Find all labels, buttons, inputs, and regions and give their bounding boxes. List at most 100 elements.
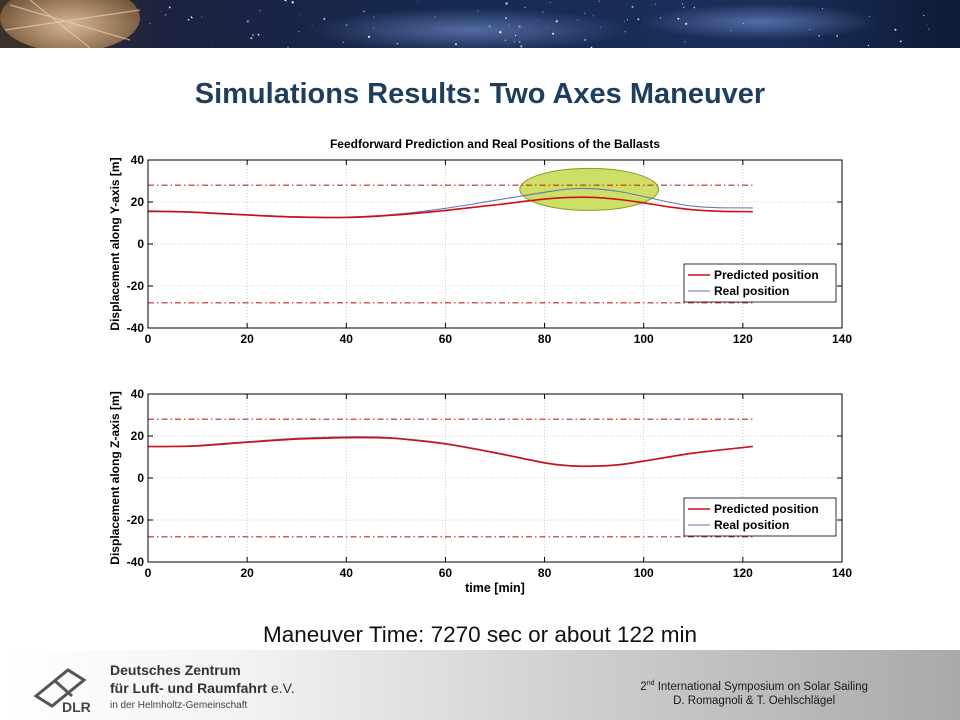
plots-area: 0 20 40 60 80 100 120 140 -40 -20 0 20 40 Feedforward…: [108, 137, 852, 595]
org-affiliation: in der Helmholtz-Gemeinschaft: [110, 700, 248, 711]
star: [660, 17, 662, 19]
star: [518, 41, 521, 43]
y-tick-label: 40: [131, 153, 145, 167]
y-tick-label: -40: [127, 555, 145, 569]
star: [323, 17, 326, 20]
star: [513, 40, 516, 43]
y-tick-label: 0: [137, 237, 144, 251]
star: [536, 19, 538, 21]
x-tick-label: 0: [145, 332, 152, 346]
star: [928, 28, 930, 30]
star: [300, 14, 302, 15]
star: [894, 28, 897, 31]
star: [799, 19, 801, 21]
star: [298, 31, 300, 33]
x-tick-label: 100: [634, 332, 654, 346]
org-name-line2: für Luft- und Raumfahrt e.V.: [110, 680, 295, 696]
star: [818, 34, 820, 37]
star: [549, 1, 551, 4]
y-axis-label: Displacement along Z-axis [m]: [108, 391, 122, 564]
symposium-name: 2nd International Symposium on Solar Sai…: [640, 677, 868, 694]
star: [524, 6, 526, 9]
star: [257, 33, 260, 36]
star: [926, 24, 928, 26]
star: [373, 16, 375, 18]
star: [693, 6, 696, 9]
star: [286, 1, 287, 3]
star: [164, 14, 167, 16]
star: [789, 6, 791, 8]
star: [396, 42, 399, 45]
y-tick-label: -20: [127, 279, 145, 293]
star: [590, 46, 593, 48]
x-tick-label: 60: [439, 332, 453, 346]
star: [168, 6, 171, 9]
star: [488, 25, 491, 28]
star: [868, 15, 871, 18]
legend-box: [683, 263, 837, 303]
x-tick-label: 60: [439, 566, 453, 580]
x-tick-label: 140: [832, 332, 852, 346]
org-name-line1: Deutsches Zentrum: [110, 662, 241, 678]
star: [362, 10, 365, 13]
star: [499, 31, 502, 34]
symposium-title: International Symposium on Solar Sailing: [657, 680, 868, 693]
slide-title: Simulations Results: Two Axes Maneuver: [194, 78, 766, 110]
legend-label: Predicted position: [714, 502, 819, 516]
star: [552, 32, 555, 35]
star: [345, 24, 348, 26]
star: [867, 44, 870, 47]
star: [592, 15, 594, 17]
x-tick-label: 100: [634, 566, 654, 580]
org-name-line2-text: für Luft- und Raumfahrt: [110, 680, 268, 696]
footer: DLR Deutsches Zentrum für Luft- und Raum…: [0, 650, 960, 720]
star: [730, 30, 732, 32]
star: [455, 43, 457, 46]
chart-z-axis: 0 20 40 60 80 100 120 140 -40 -20 0 20 40 time [min] D…: [108, 387, 852, 595]
legend-box: [683, 497, 837, 537]
legend-label: Real position: [714, 284, 789, 298]
series-line-predicted: [147, 196, 753, 219]
star: [505, 2, 508, 5]
org-suffix: e.V.: [270, 680, 295, 696]
star: [520, 45, 523, 48]
symposium-ordinal: 2: [640, 680, 647, 693]
star: [252, 33, 255, 37]
y-tick-label: 40: [131, 387, 145, 401]
star: [626, 19, 628, 21]
star: [505, 17, 507, 19]
x-tick-label: 20: [240, 566, 254, 580]
star: [836, 35, 839, 37]
star: [342, 41, 345, 44]
chart-y-axis: 0 20 40 60 80 100 120 140 -40 -20 0 20 40 Feedforward…: [108, 137, 852, 346]
star: [504, 39, 507, 41]
star: [417, 0, 419, 2]
symposium-info: 2nd International Symposium on Solar Sai…: [640, 677, 868, 708]
star: [651, 4, 653, 6]
star: [821, 7, 824, 10]
x-axis-label: time [min]: [465, 581, 525, 595]
star: [681, 2, 684, 5]
star: [149, 22, 151, 25]
x-tick-label: 0: [145, 566, 152, 580]
star: [187, 18, 190, 21]
star: [246, 20, 249, 23]
y-tick-label: -40: [127, 321, 145, 335]
star: [284, 0, 287, 2]
x-tick-label: 140: [832, 566, 852, 580]
dlr-logo-text: DLR: [62, 699, 91, 715]
star: [624, 30, 626, 33]
star: [477, 10, 479, 12]
star: [434, 16, 436, 18]
authors: D. Romagnoli & T. Oehlschlägel: [673, 694, 836, 707]
star: [654, 3, 657, 5]
star: [682, 6, 685, 9]
star: [287, 46, 289, 48]
star: [259, 9, 261, 12]
star: [508, 23, 510, 25]
y-axis-label: Displacement along Y-axis [m]: [108, 157, 122, 330]
legend-label: Predicted position: [714, 268, 819, 282]
star: [631, 5, 634, 8]
star: [577, 19, 579, 21]
star: [677, 17, 680, 20]
